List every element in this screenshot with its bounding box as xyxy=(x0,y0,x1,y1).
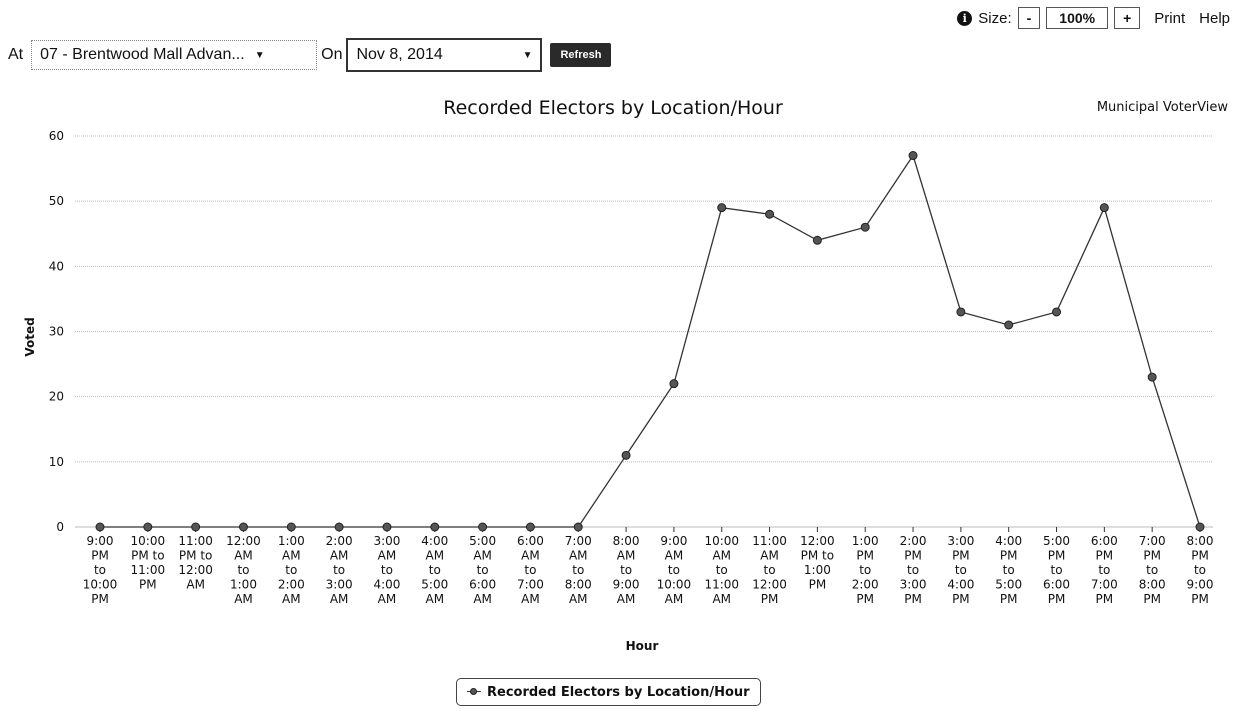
date-select[interactable]: Nov 8, 2014 ▼ xyxy=(346,38,543,72)
chevron-down-icon: ▼ xyxy=(254,49,265,61)
chevron-down-icon: ▼ xyxy=(522,49,533,61)
data-point[interactable] xyxy=(478,522,488,532)
data-point[interactable] xyxy=(1052,307,1062,317)
brand-label: Municipal VoterView xyxy=(1096,100,1228,115)
data-point[interactable] xyxy=(95,522,105,532)
location-select[interactable]: 07 - Brentwood Mall Advan... ▼ xyxy=(31,40,318,70)
data-point[interactable] xyxy=(238,522,248,532)
x-tick-label: 4:00 AM to 5:00 AM xyxy=(421,534,448,606)
y-tick-label: 40 xyxy=(49,259,64,273)
data-point[interactable] xyxy=(286,522,296,532)
at-label: At xyxy=(8,46,24,63)
x-tick-label: 3:00 PM to 4:00 PM xyxy=(947,534,974,606)
series-line xyxy=(100,154,1201,528)
help-link[interactable]: Help xyxy=(1199,9,1230,27)
filter-controls: At 07 - Brentwood Mall Advan... ▼ On Nov… xyxy=(8,38,612,72)
x-tick-label: 5:00 PM to 6:00 PM xyxy=(1043,534,1070,606)
data-point[interactable] xyxy=(143,522,153,532)
chart-legend[interactable]: Recorded Electors by Location/Hour xyxy=(456,678,761,706)
legend-label: Recorded Electors by Location/Hour xyxy=(487,684,750,700)
y-tick-label: 20 xyxy=(49,390,64,404)
data-point[interactable] xyxy=(765,209,775,219)
x-tick-label: 10:00 PM to 11:00 PM xyxy=(131,534,166,592)
legend-marker-icon xyxy=(467,687,481,697)
x-axis-label: Hour xyxy=(626,639,659,653)
x-tick-label: 2:00 PM to 3:00 PM xyxy=(900,534,927,606)
date-value: Nov 8, 2014 xyxy=(356,46,443,63)
data-point[interactable] xyxy=(1099,203,1109,213)
x-tick-label: 7:00 PM to 8:00 PM xyxy=(1139,534,1166,606)
data-point[interactable] xyxy=(860,222,870,232)
y-tick-label: 10 xyxy=(49,455,64,469)
x-tick-label: 7:00 AM to 8:00 AM xyxy=(565,534,592,606)
x-tick-label: 8:00 AM to 9:00 AM xyxy=(613,534,640,606)
zoom-level: 100% xyxy=(1046,7,1109,29)
y-tick-label: 50 xyxy=(49,194,64,208)
y-tick-label: 60 xyxy=(49,129,64,143)
x-tick-label: 6:00 AM to 7:00 AM xyxy=(517,534,544,606)
data-point[interactable] xyxy=(191,522,201,532)
x-tick-label: 11:00 PM to 12:00 AM xyxy=(178,534,213,592)
location-value: 07 - Brentwood Mall Advan... xyxy=(40,46,245,63)
x-tick-label: 1:00 PM to 2:00 PM xyxy=(852,534,879,606)
data-point[interactable] xyxy=(1195,522,1205,532)
size-label: Size: xyxy=(978,9,1012,27)
x-tick-label: 9:00 PM to 10:00 PM xyxy=(83,534,118,606)
data-point[interactable] xyxy=(908,151,918,161)
data-point[interactable] xyxy=(573,522,583,532)
data-point[interactable] xyxy=(430,522,440,532)
print-link[interactable]: Print xyxy=(1154,9,1186,27)
size-toolbar: i Size: - 100% + Print Help xyxy=(957,6,1230,30)
x-tick-label: 3:00 AM to 4:00 AM xyxy=(373,534,400,606)
data-point[interactable] xyxy=(621,450,631,460)
x-tick-label: 5:00 AM to 6:00 AM xyxy=(469,534,496,606)
data-point[interactable] xyxy=(1147,372,1157,382)
decrease-size-button[interactable]: - xyxy=(1017,7,1041,29)
data-point[interactable] xyxy=(669,379,679,389)
x-tick-label: 8:00 PM to 9:00 PM xyxy=(1187,534,1214,606)
refresh-button[interactable]: Refresh xyxy=(550,43,612,67)
x-tick-label: 1:00 AM to 2:00 AM xyxy=(278,534,305,606)
y-axis-label: Voted xyxy=(23,317,37,356)
x-tick-label: 9:00 AM to 10:00 AM xyxy=(657,534,692,606)
chart-title: Recorded Electors by Location/Hour xyxy=(443,97,783,119)
on-label: On xyxy=(321,46,343,63)
info-icon[interactable]: i xyxy=(957,10,973,26)
data-point[interactable] xyxy=(334,522,344,532)
x-tick-label: 12:00 PM to 1:00 PM xyxy=(800,534,835,592)
x-tick-label: 10:00 AM to 11:00 AM xyxy=(704,534,739,606)
increase-size-button[interactable]: + xyxy=(1114,7,1141,29)
data-point[interactable] xyxy=(1004,320,1014,330)
y-tick-label: 30 xyxy=(49,325,64,339)
data-point[interactable] xyxy=(956,307,966,317)
data-point[interactable] xyxy=(382,522,392,532)
x-tick-label: 12:00 AM to 1:00 AM xyxy=(226,534,261,606)
x-tick-label: 4:00 PM to 5:00 PM xyxy=(995,534,1022,606)
data-point[interactable] xyxy=(717,203,727,213)
y-tick-label: 0 xyxy=(56,520,64,534)
x-tick-label: 11:00 AM to 12:00 PM xyxy=(752,534,787,606)
data-point[interactable] xyxy=(812,235,822,245)
x-tick-label: 6:00 PM to 7:00 PM xyxy=(1091,534,1118,606)
data-point[interactable] xyxy=(525,522,535,532)
x-tick-label: 2:00 AM to 3:00 AM xyxy=(326,534,353,606)
